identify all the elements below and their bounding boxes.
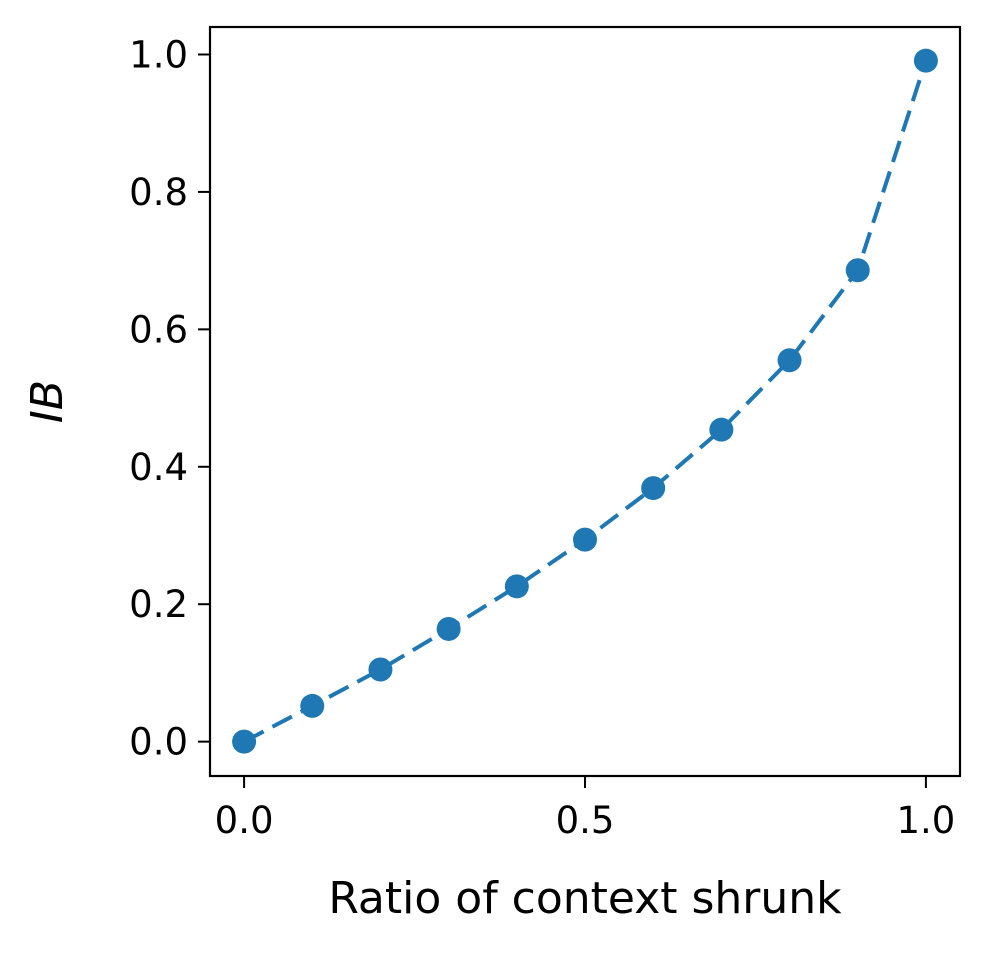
x-tick-label: 0.0	[215, 799, 274, 842]
x-axis-label: Ratio of context shrunk	[328, 873, 842, 924]
y-tick-label: 0.4	[129, 446, 188, 489]
x-axis: 0.0 0.5 1.0	[215, 776, 955, 842]
data-point	[709, 417, 734, 442]
data-point	[436, 616, 461, 641]
y-tick-label: 0.2	[129, 583, 188, 626]
data-point	[300, 693, 325, 718]
data-point	[845, 258, 870, 283]
series-layer	[232, 48, 938, 754]
y-axis-label: IB	[22, 380, 73, 423]
plot-frame	[208, 25, 962, 778]
data-point	[777, 348, 802, 373]
x-tick-label: 0.5	[556, 799, 615, 842]
y-tick-label: 0.6	[129, 308, 188, 351]
y-axis: 0.0 0.2 0.4 0.6 0.8 1.0	[129, 33, 210, 764]
data-point	[232, 729, 257, 754]
y-tick-label: 1.0	[129, 33, 188, 76]
y-tick-label: 0.8	[129, 171, 188, 214]
x-tick-label: 1.0	[896, 799, 955, 842]
data-point	[504, 574, 529, 599]
data-point	[641, 476, 666, 501]
data-point	[368, 657, 393, 682]
series-line	[243, 60, 928, 744]
data-point	[913, 48, 938, 73]
data-point	[573, 527, 597, 552]
y-tick-label: 0.0	[129, 721, 188, 764]
